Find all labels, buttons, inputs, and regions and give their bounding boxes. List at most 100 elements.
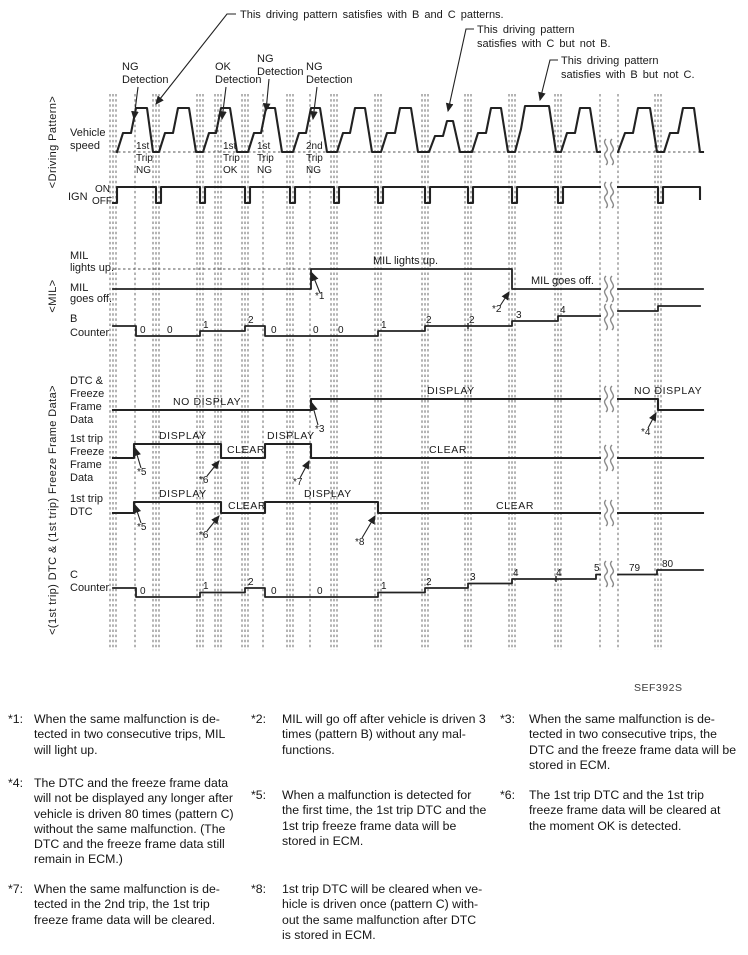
ff-display2-text: DISPLAY bbox=[267, 430, 315, 442]
ref-4: *4 bbox=[641, 427, 651, 438]
footnote-2-id: *2: bbox=[251, 712, 267, 726]
dtc-ff-label-line3: Frame bbox=[70, 401, 102, 413]
tdtc-display1-text: DISPLAY bbox=[159, 488, 207, 500]
ref-2: *2 bbox=[492, 304, 502, 315]
footnote-7-text: When the same malfunction is de- tected … bbox=[34, 882, 220, 927]
trip-label-3: 1st Trip NG bbox=[257, 141, 274, 176]
detection-ng-2: NG Detection bbox=[257, 53, 303, 113]
ref-8: *8 bbox=[355, 537, 365, 548]
footnote-7: *7: When the same malfunction is de- tec… bbox=[8, 882, 266, 928]
trip4-l2: Trip bbox=[306, 153, 323, 164]
callout-b-not-c-line1: This driving pattern bbox=[561, 55, 659, 67]
vehicle-speed-label-line1: Vehicle bbox=[70, 127, 105, 139]
c-value: 4 bbox=[513, 568, 519, 579]
trip1-l3: NG bbox=[136, 165, 151, 176]
vehicle-speed-waveform bbox=[115, 104, 705, 154]
section-dtc-ff: <(1st trip) DTC & (1st trip) Freeze Fram… bbox=[47, 385, 59, 635]
c-counter-waveform bbox=[112, 569, 704, 598]
callout-b-and-c: This driving pattern satisfies with B an… bbox=[155, 9, 504, 105]
footnote-2: *2: MIL will go off after vehicle is dri… bbox=[251, 712, 514, 758]
trip-label-1: 1st Trip NG bbox=[136, 141, 153, 176]
footnote-3-id: *3: bbox=[500, 712, 516, 726]
b-counter-waveform bbox=[112, 305, 701, 337]
ff-clear2-text: CLEAR bbox=[429, 444, 467, 456]
c-counter-label-line2: Counter bbox=[70, 582, 109, 594]
dtc-no-display2-text: NO DISPLAY bbox=[634, 385, 702, 397]
b-value: 2 bbox=[426, 315, 432, 326]
b-counter-label-line2: Counter bbox=[70, 327, 109, 339]
b-value: 0 bbox=[167, 325, 173, 336]
trip-ff-label-line3: Frame bbox=[70, 459, 102, 471]
mil-lights-label-line1: MIL bbox=[70, 250, 88, 262]
ref-6-dtc: *6 bbox=[199, 530, 209, 541]
c-counter-values: 0 1 2 0 0 1 2 3 4 4 5 79 80 bbox=[140, 559, 674, 597]
trip1-l1: 1st bbox=[136, 141, 150, 152]
dtc-ff-label-line2: Freeze bbox=[70, 388, 104, 400]
footnote-2-text: MIL will go off after vehicle is driven … bbox=[282, 712, 486, 757]
c-counter-label-line1: C bbox=[70, 569, 78, 581]
b-value: 3 bbox=[516, 310, 522, 321]
b-value: 4 bbox=[560, 305, 566, 316]
c-value: 0 bbox=[140, 586, 146, 597]
b-value: 0 bbox=[271, 325, 277, 336]
c-value: 4 bbox=[556, 568, 562, 579]
trip-label-2: 1st Trip OK bbox=[223, 141, 240, 176]
c-value: 1 bbox=[203, 581, 209, 592]
c-value: 5 bbox=[594, 563, 600, 574]
c-value: 80 bbox=[662, 559, 674, 570]
trip-dtc-label-line1: 1st trip bbox=[70, 493, 103, 505]
b-value: 1 bbox=[381, 320, 387, 331]
callout-c-not-b: This driving pattern satisfies with C bu… bbox=[445, 24, 611, 113]
ref-3: *3 bbox=[315, 424, 325, 435]
ref-5-ff: *5 bbox=[137, 467, 147, 478]
dtc-display-text: DISPLAY bbox=[427, 385, 475, 397]
trip-dtc-label-line2: DTC bbox=[70, 506, 93, 518]
mil-goes-off-text: MIL goes off. bbox=[531, 275, 594, 287]
footnote-3: *3: When the same malfunction is de- tec… bbox=[500, 712, 748, 773]
c-value: 1 bbox=[381, 581, 387, 592]
trip-ff-label-line2: Freeze bbox=[70, 446, 104, 458]
callout-b-not-c: This driving pattern satisfies with B bu… bbox=[538, 55, 695, 102]
detection-ng-1-result: NG bbox=[122, 61, 139, 73]
b-value: 0 bbox=[338, 325, 344, 336]
detection-ng-2-word: Detection bbox=[257, 66, 303, 78]
footnote-6: *6: The 1st trip DTC and the 1st trip fr… bbox=[500, 788, 748, 834]
mil-waveform bbox=[112, 268, 704, 290]
trip-label-4: 2nd Trip NG bbox=[306, 141, 323, 176]
trip1-l2: Trip bbox=[136, 153, 153, 164]
mil-goes-label-line1: MIL bbox=[70, 282, 88, 294]
dtc-no-display-text: NO DISPLAY bbox=[173, 396, 241, 408]
ref-6-ff: *6 bbox=[199, 475, 209, 486]
vehicle-speed-label-line2: speed bbox=[70, 140, 100, 152]
tdtc-clear1-text: CLEAR bbox=[228, 500, 266, 512]
figure-id: SEF392S bbox=[634, 682, 682, 694]
footnote-4: *4: The DTC and the freeze frame data wi… bbox=[8, 776, 266, 868]
section-driving-pattern: <Driving Pattern> bbox=[47, 96, 59, 188]
tdtc-clear2-text: CLEAR bbox=[496, 500, 534, 512]
detection-ok-word: Detection bbox=[215, 74, 261, 86]
ref-1: *1 bbox=[315, 291, 325, 302]
detection-ng-1-word: Detection bbox=[122, 74, 168, 86]
mil-lights-label-line2: lights up. bbox=[70, 262, 114, 274]
timing-diagram: <Driving Pattern> <MIL> <(1st trip) DTC … bbox=[47, 9, 705, 694]
detection-ng-3: NG Detection bbox=[306, 61, 352, 121]
trip-ff-label-line4: Data bbox=[70, 472, 94, 484]
b-counter-values: 0 0 1 2 0 0 0 1 2 2 3 4 bbox=[140, 305, 566, 336]
footnote-5: *5: When a malfunction is detected for t… bbox=[251, 788, 514, 849]
c-value: 0 bbox=[317, 586, 323, 597]
c-value: 2 bbox=[426, 577, 432, 588]
trip3-l2: Trip bbox=[257, 153, 274, 164]
detection-ng-3-result: NG bbox=[306, 61, 323, 73]
c-value: 3 bbox=[470, 572, 476, 583]
mil-goes-label-line2: goes off. bbox=[70, 293, 112, 305]
detection-ng-1: NG Detection bbox=[122, 61, 168, 121]
trip4-l1: 2nd bbox=[306, 141, 323, 152]
detection-ok: OK Detection bbox=[215, 61, 261, 121]
ref-marks: *1 *2 *3 *4 *5 *6 *7 *5 *6 *8 bbox=[133, 271, 657, 548]
callout-c-not-b-line1: This driving pattern bbox=[477, 24, 575, 36]
footnote-4-text: The DTC and the freeze frame data will n… bbox=[34, 776, 234, 867]
trip2-l1: 1st bbox=[223, 141, 237, 152]
detection-ok-result: OK bbox=[215, 61, 232, 73]
trip2-l3: OK bbox=[223, 165, 238, 176]
